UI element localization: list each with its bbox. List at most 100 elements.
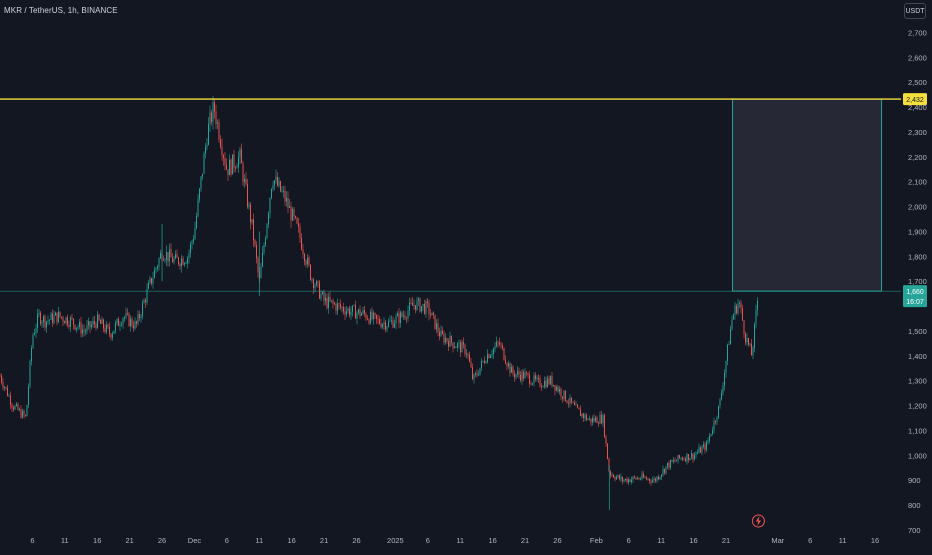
candle bbox=[367, 315, 368, 321]
candle bbox=[125, 307, 127, 320]
candle bbox=[446, 337, 448, 344]
candle bbox=[199, 187, 200, 203]
candle bbox=[721, 389, 722, 401]
y-tick-label: 1,200 bbox=[908, 402, 927, 411]
candle bbox=[65, 316, 67, 326]
candle bbox=[625, 478, 626, 482]
candle bbox=[302, 243, 304, 259]
candle bbox=[419, 297, 421, 313]
candle bbox=[371, 307, 373, 321]
candle bbox=[287, 191, 289, 214]
x-tick-label: 16 bbox=[288, 536, 296, 545]
candle bbox=[682, 456, 683, 462]
candle bbox=[284, 186, 286, 206]
candle bbox=[749, 342, 751, 347]
candle bbox=[245, 172, 247, 186]
candle bbox=[209, 105, 211, 132]
candle bbox=[620, 473, 622, 482]
candle bbox=[488, 353, 490, 359]
lightning-icon[interactable] bbox=[751, 514, 765, 528]
candle bbox=[212, 95, 214, 130]
candle bbox=[649, 478, 650, 484]
candle bbox=[226, 158, 227, 171]
candle bbox=[134, 317, 136, 331]
candle bbox=[605, 434, 607, 447]
candle bbox=[623, 478, 625, 483]
candle bbox=[8, 393, 10, 397]
candle bbox=[223, 153, 224, 166]
candle bbox=[512, 365, 514, 377]
candle bbox=[698, 443, 700, 454]
x-tick-label: Mar bbox=[771, 536, 784, 545]
candle bbox=[268, 211, 269, 229]
candle bbox=[101, 316, 103, 324]
candle bbox=[412, 297, 413, 306]
candle bbox=[319, 279, 320, 300]
y-tick-label: 800 bbox=[908, 501, 921, 510]
candle bbox=[130, 315, 131, 332]
candle bbox=[391, 315, 392, 325]
candle bbox=[679, 454, 680, 459]
candle bbox=[544, 376, 545, 389]
candle bbox=[0, 372, 1, 377]
candle bbox=[80, 316, 82, 338]
candle bbox=[529, 370, 530, 388]
candle bbox=[47, 315, 49, 325]
candle bbox=[298, 217, 299, 233]
candle bbox=[55, 311, 56, 316]
candle bbox=[269, 197, 271, 219]
candle bbox=[418, 297, 419, 307]
candle bbox=[383, 317, 385, 330]
candle bbox=[400, 310, 401, 328]
candle bbox=[457, 341, 458, 352]
candle bbox=[536, 375, 538, 382]
candle bbox=[127, 308, 128, 316]
candle bbox=[349, 305, 350, 318]
candle bbox=[220, 135, 221, 149]
candle bbox=[584, 412, 586, 422]
y-tick-label: 1,400 bbox=[908, 352, 927, 361]
candle bbox=[740, 299, 742, 314]
candle bbox=[106, 321, 107, 335]
x-tick-label: 6 bbox=[627, 536, 631, 545]
y-tick-label: 1,900 bbox=[908, 227, 927, 236]
candle bbox=[650, 478, 652, 486]
candle bbox=[206, 138, 208, 151]
candle bbox=[299, 223, 301, 243]
candle bbox=[442, 326, 443, 336]
currency-button[interactable]: USDT bbox=[904, 3, 926, 19]
candle bbox=[64, 320, 65, 324]
candle bbox=[755, 304, 757, 329]
candle bbox=[506, 362, 508, 371]
x-tick-label: 11 bbox=[657, 536, 665, 545]
candle bbox=[217, 119, 218, 130]
candle bbox=[586, 413, 587, 422]
y-tick-label: 1,800 bbox=[908, 252, 927, 261]
candle bbox=[203, 151, 205, 175]
candle bbox=[10, 391, 11, 410]
candle bbox=[716, 415, 718, 426]
candle bbox=[92, 316, 94, 328]
candle bbox=[221, 138, 223, 161]
time-axis: 6 11 16 21 26 Dec 6 11 16 21 26 2025 6 11 16 21 26 Feb 6 11… bbox=[30, 536, 879, 545]
candle bbox=[397, 310, 398, 317]
candle bbox=[653, 475, 655, 484]
candle bbox=[392, 316, 394, 329]
candle bbox=[493, 347, 494, 360]
candle bbox=[431, 312, 433, 316]
candle bbox=[257, 256, 259, 278]
candle bbox=[347, 307, 349, 314]
candle bbox=[145, 297, 146, 308]
target-zone-box[interactable] bbox=[731, 98, 883, 292]
candle bbox=[170, 243, 172, 258]
candle bbox=[518, 367, 520, 379]
candle bbox=[482, 360, 484, 363]
candle bbox=[458, 339, 460, 349]
candle bbox=[613, 473, 614, 479]
candle bbox=[313, 277, 314, 295]
candle bbox=[550, 375, 551, 386]
candle bbox=[341, 305, 343, 313]
candle bbox=[487, 349, 488, 364]
